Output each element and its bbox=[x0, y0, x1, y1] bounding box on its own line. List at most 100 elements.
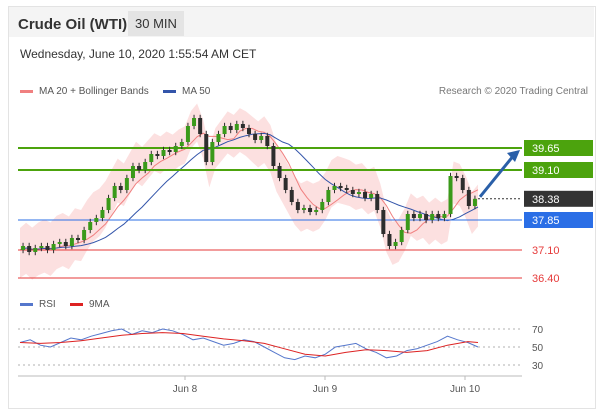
last-price-label-bg bbox=[524, 190, 593, 207]
candle-body bbox=[466, 190, 471, 206]
candle-body bbox=[344, 188, 349, 190]
chart-title: Crude Oil (WTI) bbox=[18, 16, 128, 33]
candle-body bbox=[185, 126, 190, 142]
candle-body bbox=[69, 238, 74, 246]
candle-body bbox=[216, 134, 221, 142]
candle-body bbox=[76, 238, 81, 240]
candle-body bbox=[155, 154, 160, 156]
chart-datetime: Wednesday, June 10, 2020 1:55:54 AM CET bbox=[20, 47, 257, 61]
candle-body bbox=[210, 142, 215, 162]
last-price-label: 38.38 bbox=[532, 194, 560, 206]
candle-body bbox=[454, 176, 459, 178]
legend-ma50-swatch bbox=[163, 90, 176, 93]
timeframe-badge[interactable]: 30 MIN bbox=[128, 11, 184, 36]
candle-body bbox=[295, 202, 300, 210]
projection-arrow-head bbox=[507, 150, 520, 162]
candle-body bbox=[283, 178, 288, 190]
candle-body bbox=[253, 134, 258, 140]
candle-body bbox=[411, 214, 416, 218]
candle-body bbox=[173, 146, 178, 152]
rsi-ma-line bbox=[19, 332, 479, 357]
candle-body bbox=[332, 186, 337, 190]
rsi-tick-30: 30 bbox=[532, 361, 544, 372]
candle-body bbox=[399, 230, 404, 242]
candle-body bbox=[27, 246, 32, 252]
candle-body bbox=[204, 134, 209, 162]
candle-body bbox=[301, 208, 306, 210]
legend-ma20-swatch bbox=[20, 90, 33, 93]
candle-body bbox=[198, 118, 203, 134]
candle-body bbox=[424, 214, 429, 220]
candle-body bbox=[314, 210, 319, 212]
x-tick-label: Jun 8 bbox=[173, 384, 198, 395]
candle-body bbox=[442, 214, 447, 218]
x-tick-label: Jun 9 bbox=[313, 384, 338, 395]
legend-rsi-label: RSI bbox=[39, 299, 56, 310]
candle-body bbox=[240, 124, 245, 128]
candle-body bbox=[130, 166, 135, 178]
candle-body bbox=[51, 244, 56, 250]
legend-ma20: MA 20 + Bollinger Bands bbox=[20, 86, 149, 97]
candle-body bbox=[326, 190, 331, 202]
candle-body bbox=[448, 176, 453, 214]
candle-body bbox=[192, 118, 197, 126]
legend-9ma-swatch bbox=[70, 303, 83, 306]
candle-body bbox=[137, 166, 142, 170]
legend-ma50-label: MA 50 bbox=[182, 86, 211, 97]
level-label-37.85: 37.85 bbox=[532, 215, 560, 227]
candle-body bbox=[161, 150, 166, 156]
candle-body bbox=[460, 178, 465, 190]
candle-body bbox=[259, 136, 264, 140]
rsi-tick-50: 50 bbox=[532, 343, 544, 354]
candle-body bbox=[277, 166, 282, 178]
candle-body bbox=[289, 190, 294, 202]
candle-body bbox=[430, 214, 435, 220]
level-label-bg-39.10 bbox=[524, 162, 593, 178]
candle-body bbox=[21, 246, 26, 250]
candle-body bbox=[88, 222, 93, 230]
candle-body bbox=[356, 192, 361, 194]
legend-rsi: RSI bbox=[20, 299, 56, 310]
legend-9ma-label: 9MA bbox=[89, 299, 110, 310]
candle-body bbox=[228, 126, 233, 130]
candle-body bbox=[149, 154, 154, 162]
candle-body bbox=[143, 162, 148, 170]
candle-body bbox=[369, 194, 374, 198]
candle-body bbox=[363, 192, 368, 198]
candle-body bbox=[393, 242, 398, 246]
rsi-line bbox=[19, 328, 479, 361]
level-label-36.40: 36.40 bbox=[532, 273, 560, 285]
candle-body bbox=[63, 242, 68, 246]
candle-body bbox=[39, 246, 44, 248]
candle-body bbox=[106, 198, 111, 210]
projection-arrow-shaft bbox=[478, 154, 516, 198]
x-tick-label: Jun 10 bbox=[450, 384, 480, 395]
level-label-39.10: 39.10 bbox=[532, 165, 560, 177]
candle-body bbox=[179, 142, 184, 146]
legend-9ma: 9MA bbox=[70, 299, 110, 310]
legend-rsi-swatch bbox=[20, 303, 33, 306]
candle-body bbox=[82, 230, 87, 240]
legend-ma20-label: MA 20 + Bollinger Bands bbox=[39, 86, 149, 97]
candle-body bbox=[320, 202, 325, 210]
candle-body bbox=[265, 136, 270, 146]
level-label-39.65: 39.65 bbox=[532, 143, 560, 155]
level-label-bg-39.65 bbox=[524, 140, 593, 156]
candle-body bbox=[247, 128, 251, 134]
candle-body bbox=[100, 210, 105, 218]
candle-body bbox=[45, 246, 50, 250]
candle-body bbox=[222, 126, 227, 134]
title-bar bbox=[9, 7, 594, 37]
candle-body bbox=[472, 198, 477, 206]
candle-body bbox=[94, 218, 99, 222]
candle-body bbox=[57, 242, 62, 244]
candle-body bbox=[417, 214, 422, 218]
candle-body bbox=[436, 214, 441, 218]
candle-body bbox=[387, 234, 392, 246]
legend-ma50: MA 50 bbox=[163, 86, 210, 97]
candle-body bbox=[308, 208, 313, 212]
candle-body bbox=[381, 210, 386, 234]
candle-body bbox=[234, 124, 239, 130]
candle-body bbox=[405, 214, 410, 230]
